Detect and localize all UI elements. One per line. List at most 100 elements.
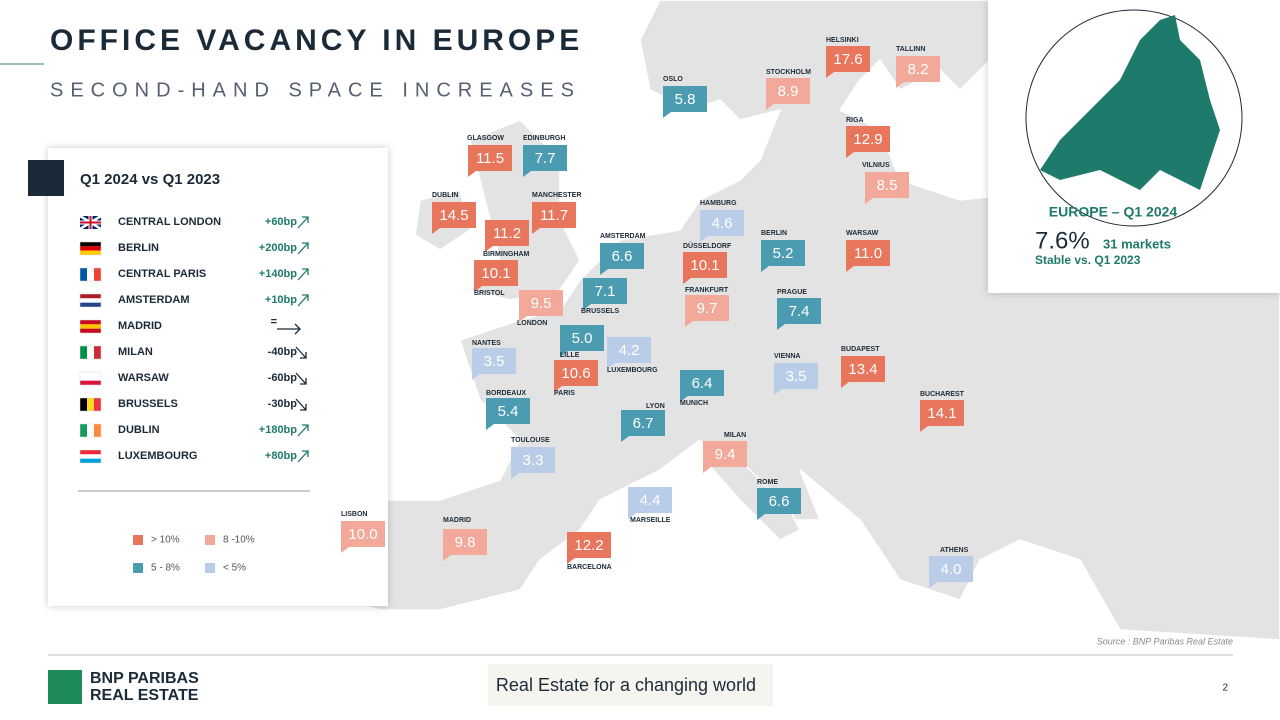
change-arrow bbox=[297, 294, 309, 307]
city-name: MADRID bbox=[443, 517, 471, 524]
europe-markets: 31 markets bbox=[1103, 236, 1171, 251]
city-value: 9.4 bbox=[715, 446, 736, 463]
city-name: OSLO bbox=[663, 76, 683, 83]
city-marker bbox=[554, 360, 598, 392]
flag bbox=[87, 346, 94, 359]
market-name: LUXEMBOURG bbox=[118, 450, 197, 462]
city-value: 8.5 bbox=[877, 177, 898, 194]
legend-label: < 5% bbox=[223, 563, 246, 574]
city-value: 7.1 bbox=[595, 283, 616, 300]
change: +80bp bbox=[265, 450, 297, 462]
flag-border bbox=[79, 371, 102, 386]
city-value: 3.3 bbox=[523, 452, 544, 469]
city-value: 14.1 bbox=[927, 405, 956, 422]
city-name: MILAN bbox=[724, 432, 746, 439]
city-name: VILNIUS bbox=[862, 162, 890, 169]
city-value: 6.6 bbox=[769, 493, 790, 510]
city-marker bbox=[774, 363, 818, 395]
city-name: VIENNA bbox=[774, 353, 800, 360]
city-marker bbox=[621, 410, 665, 442]
city-name: DUBLIN bbox=[432, 192, 458, 199]
city-value: 11.2 bbox=[493, 225, 521, 242]
flag bbox=[80, 450, 101, 455]
flag bbox=[87, 268, 94, 281]
city-name: PARIS bbox=[554, 390, 575, 397]
city-name: BIRMINGHAM bbox=[483, 251, 529, 258]
change: +60bp bbox=[265, 216, 297, 228]
market-name: BRUSSELS bbox=[118, 398, 178, 410]
city-value: 17.6 bbox=[833, 51, 862, 68]
city-value: 11.5 bbox=[476, 150, 504, 167]
city-value: 12.2 bbox=[574, 537, 603, 554]
city-value: 6.7 bbox=[633, 415, 654, 432]
market-name: WARSAW bbox=[118, 372, 169, 384]
city-value: 12.9 bbox=[853, 131, 882, 148]
flag-border bbox=[79, 397, 102, 412]
city-name: MUNICH bbox=[680, 400, 708, 407]
market-name: BERLIN bbox=[118, 242, 159, 254]
market-name: CENTRAL PARIS bbox=[118, 268, 206, 280]
panel-title: Q1 2024 vs Q1 2023 bbox=[80, 171, 220, 188]
city-name: DÜSSELDORF bbox=[683, 241, 732, 250]
city-value: 9.8 bbox=[455, 534, 476, 551]
legend-swatch bbox=[205, 563, 215, 573]
city-name: LISBON bbox=[341, 511, 367, 518]
flag bbox=[80, 372, 101, 377]
city-name: BERLIN bbox=[761, 230, 787, 237]
city-value: 6.4 bbox=[692, 375, 713, 392]
city-value: 4.4 bbox=[640, 492, 661, 509]
flag bbox=[94, 398, 101, 411]
city-name: LYON bbox=[646, 403, 665, 410]
city-value: 6.6 bbox=[612, 248, 633, 265]
change-arrow bbox=[277, 323, 301, 335]
flag bbox=[94, 346, 101, 359]
city-value: 7.7 bbox=[535, 150, 556, 167]
change-arrow bbox=[295, 398, 307, 411]
flag-border bbox=[79, 319, 102, 334]
city-marker bbox=[628, 487, 672, 519]
page-number: 2 bbox=[1222, 683, 1228, 694]
flag bbox=[80, 294, 101, 299]
change-arrow bbox=[297, 450, 309, 463]
city-value: 3.5 bbox=[484, 353, 505, 370]
flag bbox=[80, 380, 101, 385]
change: -60bp bbox=[268, 372, 298, 384]
panel-marker bbox=[28, 160, 64, 196]
flag bbox=[80, 376, 101, 381]
subtitle: SECOND-HAND SPACE INCREASES bbox=[50, 79, 581, 101]
flag bbox=[80, 246, 101, 251]
city-value: 9.7 bbox=[697, 300, 718, 317]
flag bbox=[80, 320, 101, 325]
europe-silhouette bbox=[1040, 15, 1220, 190]
city-marker bbox=[583, 278, 627, 310]
europe-value: 7.6% bbox=[1035, 227, 1090, 254]
city-marker bbox=[663, 86, 707, 118]
market-name: MADRID bbox=[118, 320, 162, 332]
city-value: 5.2 bbox=[773, 245, 794, 262]
flag-border bbox=[79, 267, 102, 282]
city-value: 5.0 bbox=[572, 330, 593, 347]
europe-title: EUROPE – Q1 2024 bbox=[1049, 204, 1178, 220]
flag bbox=[80, 324, 101, 329]
city-name: MANCHESTER bbox=[532, 192, 581, 199]
city-name: FRANKFURT bbox=[685, 287, 729, 294]
flag bbox=[80, 328, 101, 333]
flag bbox=[94, 424, 101, 437]
city-value: 10.6 bbox=[561, 365, 590, 382]
city-marker bbox=[519, 290, 563, 322]
city-marker bbox=[757, 488, 801, 520]
city-marker bbox=[846, 126, 890, 158]
flag-border bbox=[79, 449, 102, 464]
city-name: TALLINN bbox=[896, 46, 925, 53]
city-name: BARCELONA bbox=[567, 564, 612, 571]
city-name: MARSEILLE bbox=[630, 517, 671, 524]
change: +200bp bbox=[259, 242, 297, 254]
flag bbox=[80, 346, 87, 359]
flag bbox=[94, 268, 101, 281]
city-marker bbox=[341, 521, 385, 553]
city-marker bbox=[841, 356, 885, 388]
city-value: 10.0 bbox=[348, 526, 377, 543]
city-marker bbox=[700, 210, 744, 242]
city-marker bbox=[600, 243, 644, 275]
